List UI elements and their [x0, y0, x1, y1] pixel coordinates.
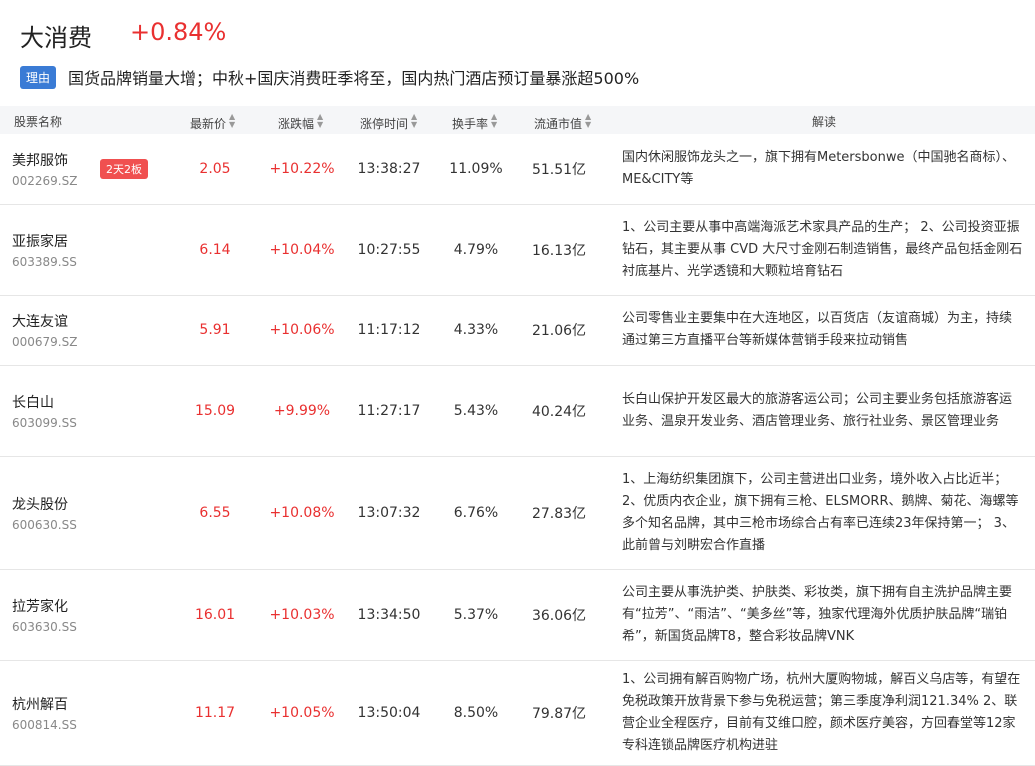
- table-row[interactable]: 龙头股份 600630.SS 6.55 +10.08% 13:07:32 6.76% 27.…: [0, 456, 1035, 570]
- market-cap: 36.06亿: [531, 607, 587, 624]
- price: 6.55: [199, 504, 231, 521]
- market-cap: 79.87亿: [531, 705, 587, 722]
- change-pct: +10.08%: [269, 504, 335, 521]
- limit-time: 13:34:50: [357, 606, 421, 623]
- table-row[interactable]: 亚振家居 603389.SS 6.14 +10.04% 10:27:55 4.79% 16.…: [0, 204, 1035, 296]
- change-pct: +10.03%: [269, 606, 335, 623]
- price: 5.91: [199, 322, 231, 338]
- col-mcap[interactable]: 流通市值▲ ▼: [534, 112, 592, 132]
- turnover: 5.37%: [453, 606, 499, 623]
- description: 1、公司主要从事中高端海派艺术家具产品的生产； 2、公司投资亚振钻石，其主要从事…: [622, 219, 1023, 279]
- price: 6.14: [199, 241, 231, 258]
- table-row[interactable]: 长白山 603099.SS 15.09 +9.99% 11:27:17 5.43% 40.2…: [0, 365, 1035, 457]
- change-pct: +10.22%: [269, 161, 335, 177]
- stock-code: 603099.SS: [12, 415, 77, 430]
- col-time[interactable]: 涨停时间▲ ▼: [360, 112, 418, 132]
- table-row[interactable]: 杭州解百 600814.SS 11.17 +10.05% 13:50:04 8.50% 79…: [0, 660, 1035, 766]
- turnover: 4.33%: [453, 322, 499, 338]
- stock-name[interactable]: 长白山 603099.SS: [12, 394, 77, 430]
- description: 1、上海纺织集团旗下，公司主营进出口业务，境外收入占比近半； 2、优质内衣企业，…: [622, 471, 1019, 553]
- col-pct[interactable]: 涨跌幅▲ ▼: [278, 112, 324, 132]
- limit-time: 10:27:55: [357, 241, 421, 258]
- stock-code: 603389.SS: [12, 254, 77, 269]
- stock-name[interactable]: 龙头股份 600630.SS: [12, 496, 77, 532]
- stock-code: 000679.SZ: [12, 335, 78, 349]
- market-cap: 40.24亿: [531, 403, 587, 420]
- market-cap: 27.83亿: [531, 505, 587, 522]
- change-pct: +10.04%: [269, 241, 335, 258]
- limit-time: 13:07:32: [357, 504, 421, 521]
- sort-icon[interactable]: ▲ ▼: [317, 112, 324, 129]
- sort-icon[interactable]: ▲ ▼: [411, 112, 418, 129]
- limit-time: 13:50:04: [357, 704, 421, 721]
- reason-text: 国货品牌销量大增；中秋+国庆消费旺季将至，国内热门酒店预订量暴涨超500%: [68, 69, 640, 88]
- price: 11.17: [194, 704, 236, 721]
- streak-badge: 2天2板: [100, 159, 148, 179]
- stock-code: 600630.SS: [12, 517, 77, 532]
- turnover: 5.43%: [453, 402, 499, 419]
- turnover: 8.50%: [453, 704, 499, 721]
- sector-change: +0.84%: [130, 18, 227, 46]
- col-turnover[interactable]: 换手率▲ ▼: [452, 112, 498, 132]
- turnover: 11.09%: [449, 161, 503, 177]
- market-cap: 21.06亿: [531, 323, 587, 339]
- stock-name[interactable]: 拉芳家化 603630.SS: [12, 598, 77, 634]
- stock-code: 002269.SZ: [12, 174, 78, 188]
- col-price[interactable]: 最新价▲ ▼: [190, 112, 236, 132]
- sort-icon[interactable]: ▲ ▼: [491, 112, 498, 129]
- header: 大消费 +0.84% 理由 国货品牌销量大增；中秋+国庆消费旺季将至，国内热门酒…: [0, 0, 1035, 100]
- limit-time: 11:27:17: [357, 402, 421, 419]
- change-pct: +10.05%: [269, 704, 335, 721]
- description: 公司零售业主要集中在大连地区，以百货店（友谊商城）为主，持续通过第三方直播平台等…: [622, 311, 1013, 348]
- limit-time: 11:17:12: [357, 322, 421, 338]
- table-header: 股票名称 最新价▲ ▼ 涨跌幅▲ ▼ 涨停时间▲ ▼ 换手率▲ ▼ 流通市值▲ ▼ 解读: [0, 106, 1035, 134]
- table-row[interactable]: 美邦服饰 002269.SZ 2天2板 2.05 +10.22% 13:38:27 11.0…: [0, 134, 1035, 205]
- stock-name[interactable]: 杭州解百 600814.SS: [12, 696, 77, 732]
- turnover: 6.76%: [453, 504, 499, 521]
- table-row[interactable]: 拉芳家化 603630.SS 16.01 +10.03% 13:34:50 5.37% 36…: [0, 569, 1035, 661]
- stock-code: 600814.SS: [12, 717, 77, 732]
- stock-code: 603630.SS: [12, 619, 77, 634]
- limit-time: 13:38:27: [357, 161, 421, 177]
- stock-name[interactable]: 大连友谊 000679.SZ: [12, 314, 78, 349]
- price: 15.09: [194, 402, 236, 419]
- description: 长白山保护开发区最大的旅游客运公司；公司主要业务包括旅游客运业务、温泉开发业务、…: [622, 391, 1013, 429]
- col-name: 股票名称: [14, 115, 63, 129]
- market-cap: 16.13亿: [531, 242, 587, 259]
- description: 1、公司拥有解百购物广场，杭州大厦购物城，解百义乌店等，有望在免税政策开放背景下…: [622, 671, 1021, 753]
- change-pct: +9.99%: [273, 402, 331, 419]
- col-desc: 解读: [812, 115, 837, 129]
- sort-icon[interactable]: ▲ ▼: [585, 112, 592, 129]
- turnover: 4.79%: [453, 241, 499, 258]
- description: 公司主要从事洗护类、护肤类、彩妆类，旗下拥有自主洗护品牌主要有“拉芳”、“雨洁”…: [622, 584, 1013, 644]
- market-cap: 51.51亿: [531, 162, 587, 178]
- price: 2.05: [199, 161, 231, 177]
- reason-line: 理由 国货品牌销量大增；中秋+国庆消费旺季将至，国内热门酒店预订量暴涨超500%: [20, 64, 639, 90]
- reason-badge: 理由: [20, 65, 57, 89]
- change-pct: +10.06%: [269, 322, 335, 338]
- price: 16.01: [194, 606, 236, 623]
- sort-icon[interactable]: ▲ ▼: [229, 112, 236, 129]
- stock-name[interactable]: 美邦服饰 002269.SZ: [12, 153, 78, 188]
- stock-name[interactable]: 亚振家居 603389.SS: [12, 233, 77, 269]
- sector-title: 大消费: [20, 24, 92, 52]
- description: 国内休闲服饰龙头之一，旗下拥有Metersbonwe（中国驰名商标）、ME&CI…: [622, 150, 1016, 187]
- table-row[interactable]: 大连友谊 000679.SZ 5.91 +10.06% 11:17:12 4.33% 21.…: [0, 295, 1035, 366]
